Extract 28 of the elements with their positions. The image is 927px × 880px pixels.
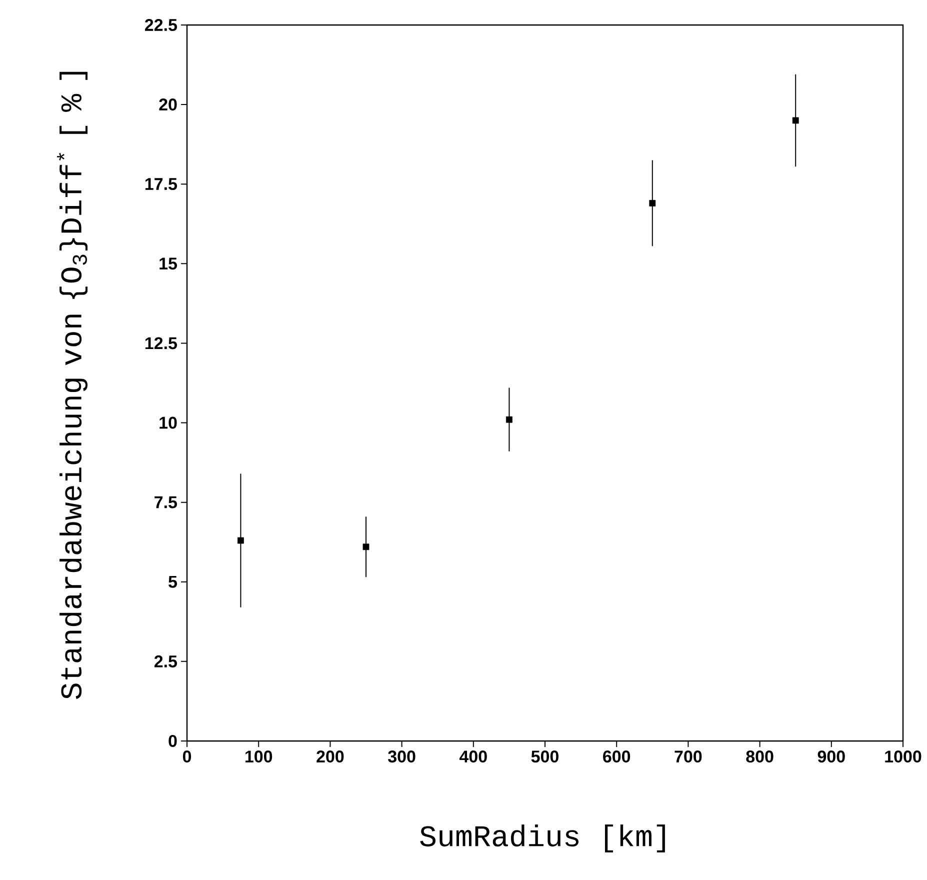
x-tick-label: 900 bbox=[818, 750, 845, 763]
x-tick-label: 600 bbox=[603, 750, 630, 763]
x-tick-label: 1000 bbox=[885, 750, 922, 763]
y-axis-title: Standardabweichung von {O$_{3}$}Diff$^{*}$ [ % ] bbox=[57, 72, 88, 699]
y-tick-label: 17.5 bbox=[145, 178, 177, 190]
y-tick-label: 20 bbox=[159, 98, 177, 111]
y-tick-label: 12.5 bbox=[145, 337, 177, 350]
point bbox=[649, 200, 656, 206]
y-tick-label: 10 bbox=[160, 416, 177, 429]
x-axis-title: SumRadius [km] bbox=[420, 824, 665, 852]
x-tick-label: 500 bbox=[531, 750, 558, 763]
y-tick-label: 15 bbox=[160, 258, 177, 270]
x-tick-label: 800 bbox=[746, 750, 774, 763]
point bbox=[792, 117, 799, 124]
x-tick-label: 700 bbox=[674, 750, 702, 763]
x-tick-label: 100 bbox=[245, 750, 272, 763]
point bbox=[362, 544, 370, 550]
x-tick-label: 200 bbox=[316, 750, 344, 763]
y-tick-label: 7.5 bbox=[154, 496, 178, 508]
y-tick-label: 5 bbox=[168, 576, 178, 588]
point bbox=[238, 537, 244, 544]
x-tick-label: 300 bbox=[388, 750, 416, 763]
y-tick-label: 22.5 bbox=[144, 18, 177, 32]
y-tick-label: 2.5 bbox=[154, 655, 178, 668]
point bbox=[506, 416, 512, 423]
y-tick-label: 0 bbox=[168, 734, 177, 748]
x-tick-label: 0 bbox=[182, 750, 192, 763]
x-tick-label: 400 bbox=[459, 750, 487, 763]
